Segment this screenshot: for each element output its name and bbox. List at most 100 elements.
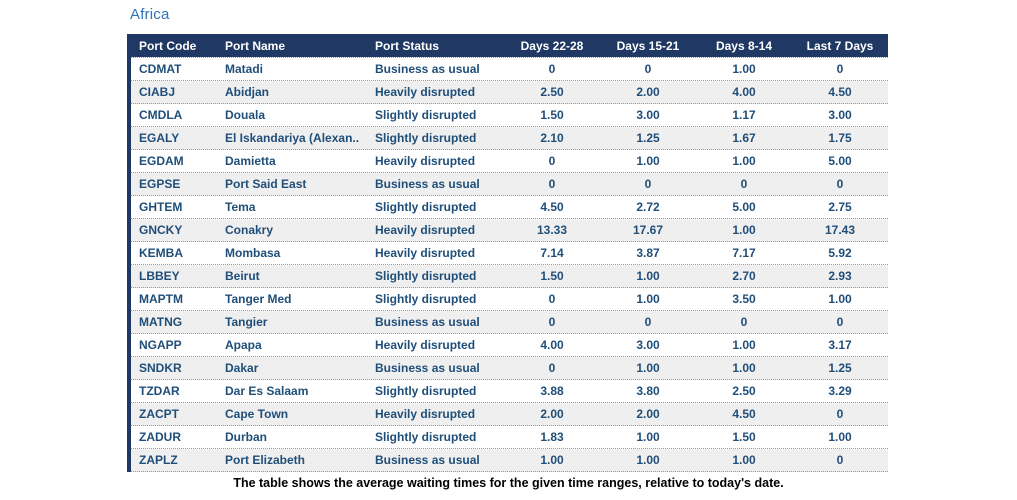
port-name-cell: Dakar — [225, 361, 259, 375]
port-code-cell: KEMBA — [139, 246, 183, 260]
port-name-cell: Damietta — [225, 154, 276, 168]
days-15-21-cell: 17.67 — [632, 223, 664, 237]
port-name-cell: Port Said East — [225, 177, 307, 191]
days-8-14-cell: 1.00 — [732, 223, 756, 237]
days-22-28-cell: 7.14 — [540, 246, 564, 260]
port-code-cell: ZADUR — [139, 430, 181, 444]
days-15-21-cell: 1.00 — [636, 269, 660, 283]
port-status-cell: Slightly disrupted — [375, 200, 477, 214]
last-7-days-cell: 0 — [836, 407, 844, 421]
page-title: Africa — [130, 6, 170, 23]
port-status-cell: Slightly disrupted — [375, 108, 477, 122]
days-15-21-cell: 0 — [644, 177, 652, 191]
days-22-28-cell: 0 — [548, 292, 556, 306]
waiting-times-table: Port Code Port Name Port Status Days 22-… — [127, 34, 888, 472]
days-22-28-cell: 1.50 — [540, 108, 564, 122]
table-row[interactable]: MAPTM Tanger Med Slightly disrupted 0 1.00 3.… — [131, 288, 888, 311]
port-code-cell: NGAPP — [139, 338, 182, 352]
table-row[interactable]: EGALY El Iskandariya (Alexan.. Slightly di… — [131, 127, 888, 150]
days-15-21-cell: 2.72 — [636, 200, 660, 214]
port-status-cell: Business as usual — [375, 62, 480, 76]
days-22-28-cell: 1.50 — [540, 269, 564, 283]
table-row[interactable]: EGPSE Port Said East Business as usual 0 0 0 0 — [131, 173, 888, 196]
port-code-cell: SNDKR — [139, 361, 182, 375]
port-code-cell: EGDAM — [139, 154, 184, 168]
days-8-14-cell: 1.00 — [732, 338, 756, 352]
table-row[interactable]: LBBEY Beirut Slightly disrupted 1.50 1.00 2.7… — [131, 265, 888, 288]
port-status-cell: Slightly disrupted — [375, 430, 477, 444]
days-15-21-cell: 1.00 — [636, 430, 660, 444]
port-status-cell: Slightly disrupted — [375, 384, 477, 398]
table-body: CDMAT Matadi Business as usual 0 0 1.00 0 CIABJ… — [131, 57, 888, 472]
port-name-cell: Port Elizabeth — [225, 453, 306, 467]
port-code-cell: ZACPT — [139, 407, 179, 421]
port-code-cell: GNCKY — [139, 223, 183, 237]
days-8-14-cell: 0 — [740, 315, 748, 329]
port-status-cell: Business as usual — [375, 361, 480, 375]
table-row[interactable]: NGAPP Apapa Heavily disrupted 4.00 3.00 1.00 3… — [131, 334, 888, 357]
days-8-14-cell: 1.00 — [732, 361, 756, 375]
port-name-cell: Abidjan — [225, 85, 269, 99]
port-name-cell: Tema — [225, 200, 256, 214]
port-status-cell: Slightly disrupted — [375, 269, 477, 283]
port-status-cell: Heavily disrupted — [375, 246, 476, 260]
days-8-14-cell: 2.70 — [732, 269, 756, 283]
table-row[interactable]: CMDLA Douala Slightly disrupted 1.50 3.00 1.1… — [131, 104, 888, 127]
table-row[interactable]: CDMAT Matadi Business as usual 0 0 1.00 0 — [131, 58, 888, 81]
last-7-days-cell: 3.00 — [828, 108, 852, 122]
days-8-14-cell: 1.00 — [732, 154, 756, 168]
days-22-28-cell: 2.00 — [540, 407, 564, 421]
days-22-28-cell: 0 — [548, 177, 556, 191]
port-name-cell: Tanger Med — [225, 292, 292, 306]
last-7-days-cell: 1.00 — [828, 430, 852, 444]
last-7-days-cell: 5.00 — [828, 154, 852, 168]
table-row[interactable]: ZAPLZ Port Elizabeth Business as usual 1.00… — [131, 449, 888, 472]
port-name-cell: Tangier — [225, 315, 268, 329]
days-8-14-cell: 1.50 — [732, 430, 756, 444]
port-name-cell: Cape Town — [225, 407, 289, 421]
table-row[interactable]: MATNG Tangier Business as usual 0 0 0 0 — [131, 311, 888, 334]
port-name-cell: El Iskandariya (Alexan.. — [225, 131, 360, 145]
days-15-21-cell: 1.00 — [636, 361, 660, 375]
last-7-days-cell: 0 — [836, 62, 844, 76]
port-code-cell: TZDAR — [139, 384, 180, 398]
column-header-days-8-14: Days 8-14 — [715, 38, 773, 53]
port-name-cell: Conakry — [225, 223, 274, 237]
days-15-21-cell: 1.00 — [636, 154, 660, 168]
days-22-28-cell: 1.00 — [540, 453, 564, 467]
last-7-days-cell: 3.29 — [828, 384, 852, 398]
table-row[interactable]: GHTEM Tema Slightly disrupted 4.50 2.72 5.00 2… — [131, 196, 888, 219]
days-15-21-cell: 1.00 — [636, 453, 660, 467]
days-8-14-cell: 1.17 — [732, 108, 756, 122]
days-22-28-cell: 4.00 — [540, 338, 564, 352]
days-15-21-cell: 0 — [644, 315, 652, 329]
last-7-days-cell: 5.92 — [828, 246, 852, 260]
last-7-days-cell: 1.25 — [828, 361, 852, 375]
port-code-cell: MAPTM — [139, 292, 183, 306]
table-header-row: Port Code Port Name Port Status Days 22-… — [131, 34, 888, 57]
port-code-cell: CIABJ — [139, 85, 176, 99]
port-status-cell: Business as usual — [375, 315, 480, 329]
table-row[interactable]: ZACPT Cape Town Heavily disrupted 2.00 2.00 4… — [131, 403, 888, 426]
column-header-days-22-28: Days 22-28 — [520, 38, 584, 53]
days-8-14-cell: 7.17 — [732, 246, 756, 260]
table-row[interactable]: CIABJ Abidjan Heavily disrupted 2.50 2.00 4.0… — [131, 81, 888, 104]
port-code-cell: MATNG — [139, 315, 183, 329]
port-name-cell: Beirut — [225, 269, 260, 283]
table-row[interactable]: EGDAM Damietta Heavily disrupted 0 1.00 1.00 5… — [131, 150, 888, 173]
table-row[interactable]: TZDAR Dar Es Salaam Slightly disrupted 3.88… — [131, 380, 888, 403]
table-row[interactable]: GNCKY Conakry Heavily disrupted 13.33 17.67 1… — [131, 219, 888, 242]
port-status-cell: Heavily disrupted — [375, 338, 476, 352]
table-row[interactable]: KEMBA Mombasa Heavily disrupted 7.14 3.87 7.1… — [131, 242, 888, 265]
port-code-cell: ZAPLZ — [139, 453, 178, 467]
days-15-21-cell: 1.25 — [636, 131, 660, 145]
days-22-28-cell: 2.50 — [540, 85, 564, 99]
days-8-14-cell: 1.00 — [732, 453, 756, 467]
days-22-28-cell: 2.10 — [540, 131, 564, 145]
port-code-cell: GHTEM — [139, 200, 183, 214]
column-header-port-code: Port Code — [139, 38, 197, 53]
table-row[interactable]: SNDKR Dakar Business as usual 0 1.00 1.00 1.25 — [131, 357, 888, 380]
days-15-21-cell: 1.00 — [636, 292, 660, 306]
days-8-14-cell: 4.50 — [732, 407, 756, 421]
table-row[interactable]: ZADUR Durban Slightly disrupted 1.83 1.00 1.5… — [131, 426, 888, 449]
